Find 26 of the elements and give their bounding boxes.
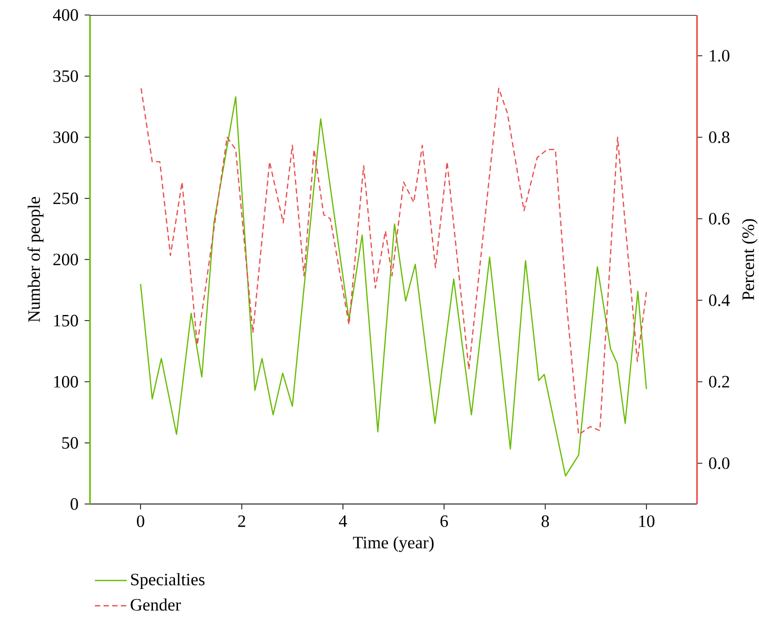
y-tick-label: 200 — [53, 254, 78, 266]
x-tick-label: 6 — [440, 515, 448, 528]
y2-tick-label: 0.6 — [709, 212, 730, 225]
y-tick-label: 50 — [62, 437, 78, 449]
y2-tick-label: 0.8 — [709, 131, 730, 144]
y-tick-label: 150 — [54, 314, 78, 326]
y-tick-label: 400 — [52, 9, 78, 21]
y-tick-label: 350 — [53, 70, 78, 82]
x-tick-label: 10 — [639, 515, 654, 528]
legend-label: Specialties — [131, 573, 204, 589]
legend-label: Gender — [130, 598, 181, 611]
y-tick-label: 100 — [54, 376, 78, 388]
x-tick-label: 0 — [136, 515, 144, 528]
y2-axis-title: Percent (%) — [742, 219, 758, 300]
y-tick-label: 300 — [53, 131, 78, 144]
y2-tick-label: 0.0 — [709, 457, 730, 470]
y-tick-label: 250 — [53, 192, 78, 204]
x-tick-label: 8 — [542, 515, 549, 528]
x-tick-label: 4 — [338, 515, 347, 527]
x-axis-title: Time (year) — [352, 536, 434, 552]
y-tick-label: 0 — [70, 498, 78, 510]
x-tick-label: 2 — [238, 515, 246, 527]
y2-tick-label: 1.0 — [710, 50, 730, 62]
y2-tick-label: 0.2 — [709, 376, 730, 388]
y-axis-title: Number of people — [28, 197, 44, 322]
y2-tick-label: 0.4 — [709, 294, 730, 306]
